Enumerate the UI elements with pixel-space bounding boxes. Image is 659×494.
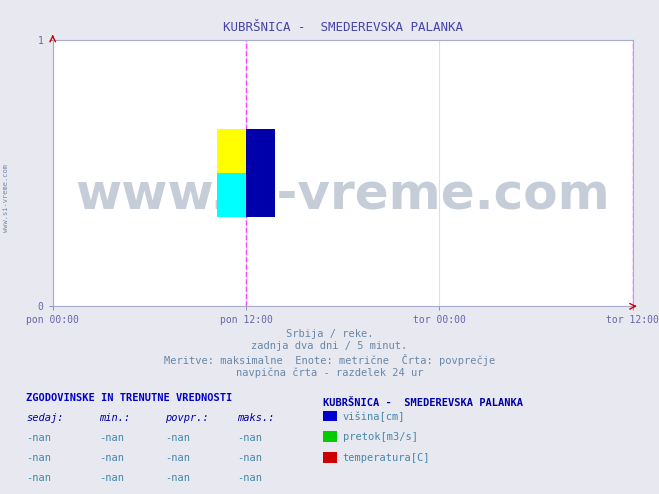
Text: www.si-vreme.com: www.si-vreme.com (75, 170, 610, 218)
Text: KUBRŠNICA -  SMEDEREVSKA PALANKA: KUBRŠNICA - SMEDEREVSKA PALANKA (323, 398, 523, 408)
Text: višina[cm]: višina[cm] (343, 411, 405, 422)
Text: -nan: -nan (165, 453, 190, 463)
Text: ZGODOVINSKE IN TRENUTNE VREDNOSTI: ZGODOVINSKE IN TRENUTNE VREDNOSTI (26, 393, 233, 403)
Text: temperatura[C]: temperatura[C] (343, 453, 430, 463)
Text: -nan: -nan (26, 433, 51, 443)
Text: -nan: -nan (26, 453, 51, 463)
Text: pretok[m3/s]: pretok[m3/s] (343, 432, 418, 442)
Text: zadnja dva dni / 5 minut.: zadnja dva dni / 5 minut. (251, 341, 408, 351)
Text: -nan: -nan (165, 473, 190, 483)
Text: -nan: -nan (237, 453, 262, 463)
Text: -nan: -nan (99, 453, 124, 463)
Text: -nan: -nan (26, 473, 51, 483)
Bar (217, 173, 246, 217)
Text: -nan: -nan (99, 473, 124, 483)
Text: min.:: min.: (99, 413, 130, 423)
Text: -nan: -nan (237, 473, 262, 483)
Text: maks.:: maks.: (237, 413, 275, 423)
Text: -nan: -nan (165, 433, 190, 443)
Text: Meritve: maksimalne  Enote: metrične  Črta: povprečje: Meritve: maksimalne Enote: metrične Črta… (164, 354, 495, 366)
Text: -nan: -nan (237, 433, 262, 443)
Polygon shape (217, 129, 275, 217)
Text: -nan: -nan (99, 433, 124, 443)
Text: sedaj:: sedaj: (26, 413, 64, 423)
Title: KUBRŠNICA -  SMEDEREVSKA PALANKA: KUBRŠNICA - SMEDEREVSKA PALANKA (223, 21, 463, 34)
Bar (246, 129, 275, 217)
Text: navpična črta - razdelek 24 ur: navpična črta - razdelek 24 ur (236, 367, 423, 377)
Text: Srbija / reke.: Srbija / reke. (286, 329, 373, 338)
Text: www.si-vreme.com: www.si-vreme.com (3, 164, 9, 232)
Text: povpr.:: povpr.: (165, 413, 208, 423)
